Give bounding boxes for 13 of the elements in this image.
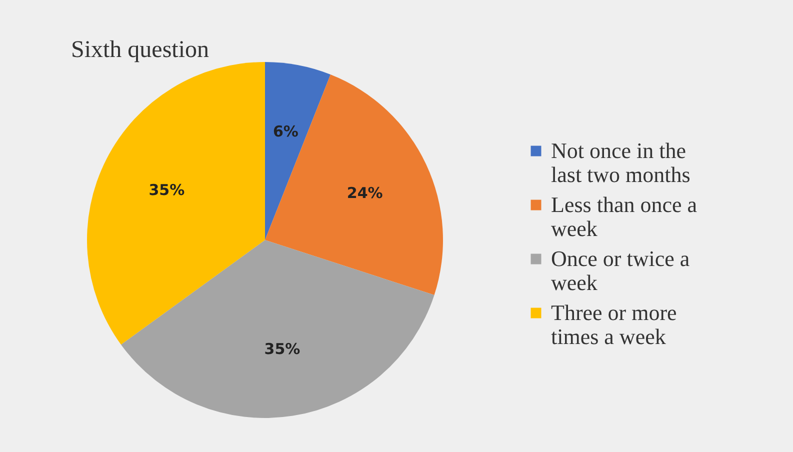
- legend-label: Once or twice a week: [551, 246, 690, 295]
- data-label: 35%: [264, 340, 300, 358]
- legend-label: Not once in the last two months: [551, 138, 690, 187]
- pie-slice: [87, 62, 265, 345]
- chart-title: Sixth question: [70, 37, 210, 63]
- data-label: 24%: [346, 184, 383, 202]
- pie-slice: [265, 62, 331, 240]
- data-label: 35%: [148, 180, 185, 199]
- pie-slice: [265, 74, 443, 296]
- pie-slice: [120, 240, 434, 418]
- legend-label: Less than once a week: [551, 192, 698, 241]
- data-label: 6%: [272, 122, 298, 141]
- legend-label: Three or more times a week: [551, 300, 677, 349]
